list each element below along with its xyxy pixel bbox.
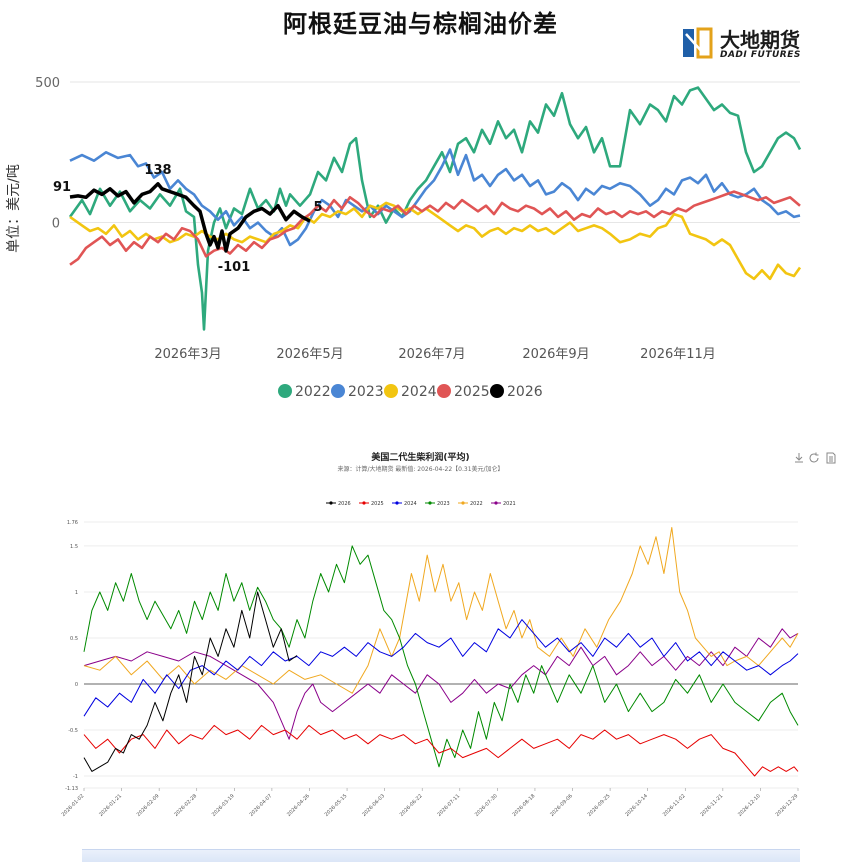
x-tick-label: 2026年9月 xyxy=(522,347,589,362)
series-line-2021 xyxy=(83,628,799,740)
x-tick-label: 2026-09-06 xyxy=(549,793,574,818)
legend-marker-2026 xyxy=(490,384,504,398)
series-line-2022 xyxy=(68,86,802,331)
legend-label-2026: 2026 xyxy=(338,501,351,507)
series-line-2023 xyxy=(69,148,801,247)
y-tick-label: 1 xyxy=(75,590,78,596)
x-tick-label: 2026-12-29 xyxy=(775,793,800,818)
bottom-scroll-band xyxy=(82,849,800,862)
legend-label-2023: 2023 xyxy=(348,384,384,400)
logo-english-text: DADI FUTURES xyxy=(720,50,801,60)
legend-marker-2025 xyxy=(362,501,366,505)
x-tick-label: 2026-07-30 xyxy=(474,793,499,818)
y-tick-label: 1.76 xyxy=(67,520,78,526)
series-line-2023 xyxy=(83,545,799,768)
legend-marker-2023 xyxy=(331,384,345,398)
chart-1-canvas: 0 500 单位：美元/吨 2026年3月 2026年5月 2026年7月 2026年9月 2… xyxy=(6,76,802,400)
legend-marker-2022 xyxy=(461,501,465,505)
chart-2-title: 美国二代生柴利润(平均) xyxy=(371,453,470,463)
y-axis-label: 单位：美元/吨 xyxy=(6,164,22,253)
chart-1-title: 阿根廷豆油与棕榈油价差 xyxy=(283,10,558,38)
data-label: -101 xyxy=(218,260,251,275)
y-tick-label: -1 xyxy=(73,774,78,780)
series-line-2025 xyxy=(83,724,799,777)
legend-label-2024: 2024 xyxy=(401,384,437,400)
x-tick-label: 2026年5月 xyxy=(276,347,343,362)
x-tick-label: 2026年7月 xyxy=(398,347,465,362)
y-tick-label: 0.5 xyxy=(70,636,78,642)
x-tick-label: 2026-12-10 xyxy=(737,793,762,818)
y-tick-label: -0.5 xyxy=(68,728,78,734)
company-logo: 大地期货 DADI FUTURES xyxy=(680,24,820,64)
data-label: 91 xyxy=(53,180,71,195)
legend-marker-2025 xyxy=(437,384,451,398)
legend-marker-2026 xyxy=(329,501,333,505)
x-tick-label: 2026-05-15 xyxy=(324,793,349,818)
legend-label-2026: 2026 xyxy=(507,384,543,400)
legend-label-2022: 2022 xyxy=(295,384,331,400)
data-label: 5 xyxy=(313,200,322,215)
x-tick-label: 2026-11-02 xyxy=(662,793,687,818)
legend-marker-2021 xyxy=(494,501,498,505)
series-line-2026 xyxy=(69,182,311,253)
y-tick-label: 1.5 xyxy=(70,544,78,550)
x-tick-label: 2026-10-14 xyxy=(624,793,649,818)
x-tick-label: 2026年3月 xyxy=(154,347,221,362)
legend-label-2023: 2023 xyxy=(437,501,450,507)
legend-marker-2024 xyxy=(384,384,398,398)
x-tick-label: 2026-03-19 xyxy=(211,793,236,818)
x-tick-label: 2026-11-21 xyxy=(699,793,724,818)
x-tick-label: 2026年11月 xyxy=(640,347,716,362)
legend-label-2025: 2025 xyxy=(454,384,490,400)
series-line-2024 xyxy=(69,201,802,281)
y-tick-label: 500 xyxy=(35,76,60,91)
legend-marker-2024 xyxy=(395,501,399,505)
legend-label-2024: 2024 xyxy=(404,501,417,507)
refresh-icon[interactable] xyxy=(809,452,819,463)
y-tick-label: 0 xyxy=(75,682,78,688)
x-tick-label: 2026-04-07 xyxy=(249,793,274,818)
legend-marker-2023 xyxy=(428,501,432,505)
data-view-icon[interactable] xyxy=(826,452,836,464)
data-label: 138 xyxy=(144,163,171,178)
series-line-2024 xyxy=(83,619,799,717)
x-tick-label: 2026-01-21 xyxy=(98,793,123,818)
x-tick-label: 2026-04-26 xyxy=(286,793,311,818)
x-tick-label: 2026-08-18 xyxy=(512,793,537,818)
series-line-2026 xyxy=(83,591,298,772)
legend-label-2022: 2022 xyxy=(470,501,483,507)
logo-chinese-text: 大地期货 xyxy=(720,28,800,52)
x-tick-label: 2026-07-11 xyxy=(436,793,461,818)
legend-label-2021: 2021 xyxy=(503,501,516,507)
series-line-2022 xyxy=(83,527,799,694)
x-tick-label: 2026-01-02 xyxy=(61,793,86,818)
x-tick-label: 2026-09-25 xyxy=(587,793,612,818)
x-tick-label: 2026-02-09 xyxy=(136,793,161,818)
series-line-2025 xyxy=(69,190,801,266)
dadi-logo-icon xyxy=(683,27,713,59)
x-tick-label: 2026-02-28 xyxy=(173,793,198,818)
y-tick-label: -1.13 xyxy=(65,786,78,792)
x-tick-label: 2026-06-03 xyxy=(361,793,386,818)
chart-toolbar xyxy=(795,452,836,464)
legend-label-2025: 2025 xyxy=(371,501,384,507)
x-tick-label: 2026-06-22 xyxy=(399,793,424,818)
chart-2-subtitle: 来源：计算/大地期货 最新值: 2026-04-22【0.31美元/加仑】 xyxy=(337,466,504,473)
legend-marker-2022 xyxy=(278,384,292,398)
download-icon[interactable] xyxy=(795,453,803,463)
y-tick-label: 0 xyxy=(52,217,60,232)
